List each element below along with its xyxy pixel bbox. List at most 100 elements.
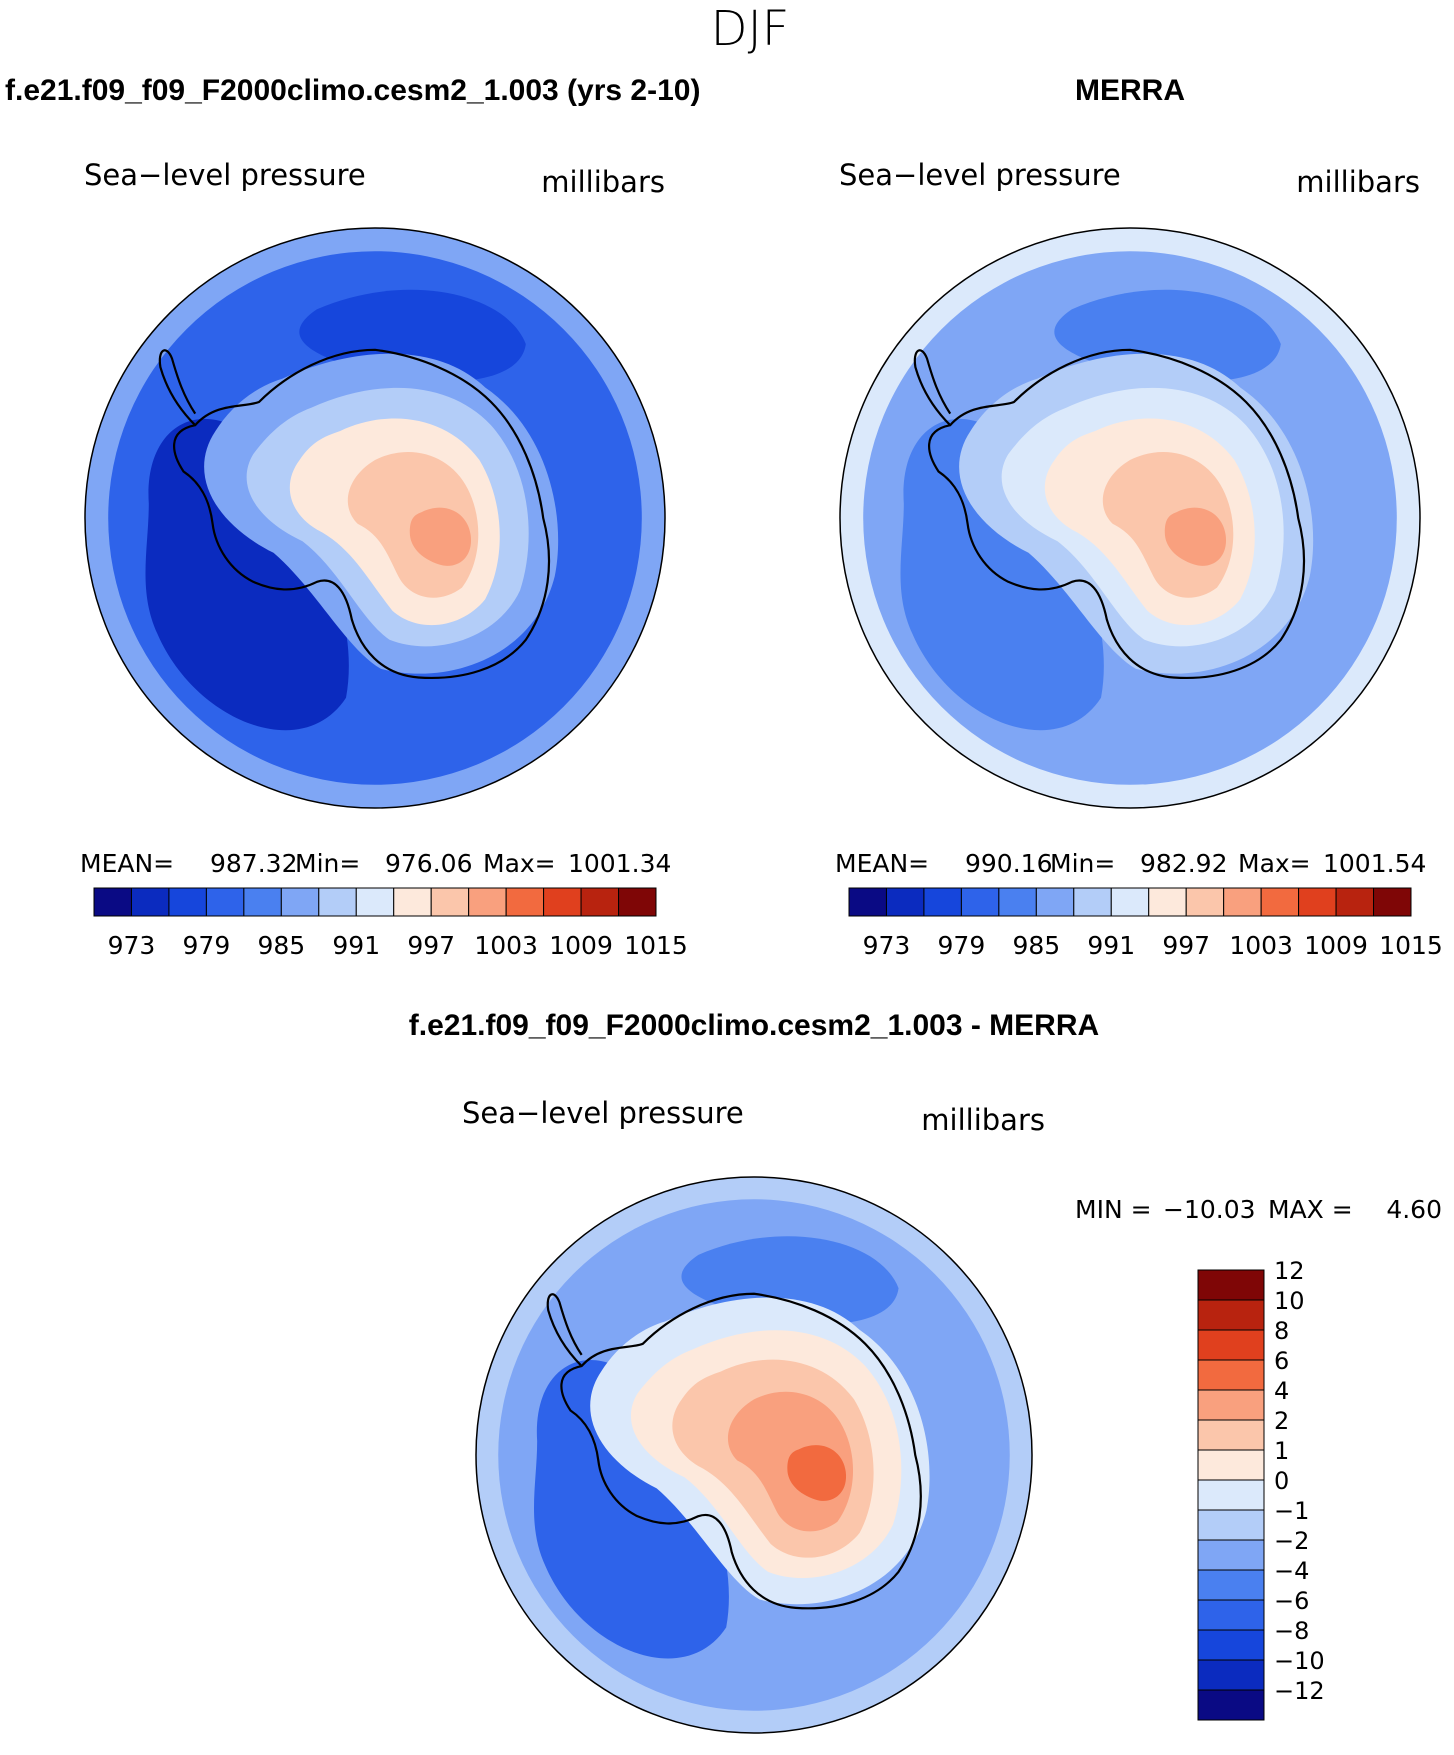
max-label: Max= <box>483 849 556 878</box>
units-label: millibars <box>541 165 665 199</box>
peninsula-coastline <box>546 1293 583 1367</box>
colorbar-swatch <box>1197 1299 1265 1331</box>
colorbar-tick-label: 12 <box>1274 1257 1305 1285</box>
colorbar-swatch <box>1035 887 1075 917</box>
units-label: millibars <box>921 1103 1045 1137</box>
colorbar-swatch <box>1197 1659 1265 1691</box>
units-label: millibars <box>1296 165 1420 199</box>
colorbar-swatch <box>355 887 395 917</box>
mean-value: 987.32 <box>210 849 297 878</box>
colorbar-tick-label: 979 <box>183 931 231 960</box>
colorbar-swatch <box>243 887 282 917</box>
colorbar-tick-label: 1003 <box>474 931 538 960</box>
contour-plateau-peak <box>1164 507 1227 566</box>
colorbar: 973 979 985 991 997 1003 1009 1015 <box>848 887 1443 960</box>
peninsula-coastline <box>913 349 952 426</box>
colorbar-swatch <box>1197 1509 1265 1541</box>
colorbar-swatch <box>318 887 357 917</box>
colorbar-swatch <box>580 887 620 917</box>
min-value: −10.03 <box>1163 1195 1256 1224</box>
colorbar-swatch <box>1335 887 1375 917</box>
contour-pacific-low <box>533 1360 729 1659</box>
map-border <box>475 1176 1033 1734</box>
colorbar-swatch <box>1197 1359 1265 1391</box>
colorbar-swatch <box>998 887 1037 917</box>
colorbar-tick-label: 1003 <box>1229 931 1293 960</box>
colorbar-swatch <box>1197 1569 1265 1601</box>
mean-label: MEAN= <box>80 849 174 878</box>
colorbar-tick-label: 1009 <box>1304 931 1368 960</box>
map-border <box>839 227 1421 809</box>
panel-merra: MERRA Sea−level pressure millibars MEAN=… <box>835 74 1443 960</box>
colorbar-swatch <box>1197 1689 1265 1721</box>
panel-title: f.e21.f09_f09_F2000climo.cesm2_1.003 - M… <box>409 1009 1099 1042</box>
min-label: Min= <box>295 849 360 878</box>
colorbar-tick-label: −6 <box>1274 1587 1309 1615</box>
colorbar-tick-label: 1015 <box>1379 931 1443 960</box>
colorbar-tick-label: −8 <box>1274 1617 1309 1645</box>
colorbar-tick-label: 0 <box>1274 1467 1289 1495</box>
colorbar-swatch <box>618 887 657 917</box>
colorbar-swatch <box>93 887 132 917</box>
colorbar-swatch <box>1197 1599 1265 1631</box>
colorbar-tick-label: 973 <box>108 931 156 960</box>
peninsula-coastline <box>158 349 197 426</box>
colorbar-tick-label: 1 <box>1274 1437 1289 1465</box>
colorbar-swatch <box>1223 887 1262 917</box>
colorbar: 973 979 985 991 997 1003 1009 1015 <box>93 887 688 960</box>
colorbar-tick-label: −1 <box>1274 1497 1309 1525</box>
panel-title: MERRA <box>1075 74 1185 107</box>
colorbar-tick-label: 2 <box>1274 1407 1289 1435</box>
colorbar-swatch <box>848 887 887 917</box>
colorbar-tick-label: 8 <box>1274 1317 1289 1345</box>
variable-label: Sea−level pressure <box>84 158 366 192</box>
colorbar-swatch <box>1197 1329 1265 1361</box>
contour-plateau-peak <box>409 507 472 566</box>
colorbar-tick-label: 991 <box>1087 931 1135 960</box>
colorbar-tick-label: 1009 <box>549 931 613 960</box>
colorbar-swatch <box>1185 887 1225 917</box>
colorbar-swatch <box>1110 887 1150 917</box>
colorbar-swatch <box>130 887 170 917</box>
min-label: Min= <box>1050 849 1115 878</box>
colorbar-swatch <box>923 887 962 917</box>
polar-map <box>475 1176 1033 1734</box>
colorbar-tick-label: 6 <box>1274 1347 1289 1375</box>
colorbar-tick-label: 997 <box>407 931 455 960</box>
max-label: MAX = <box>1268 1195 1353 1224</box>
colorbar-swatch <box>205 887 245 917</box>
colorbar-swatch <box>1073 887 1112 917</box>
antarctica-coastline <box>173 348 551 680</box>
colorbar-tick-label: −4 <box>1274 1557 1309 1585</box>
colorbar-swatch <box>393 887 432 917</box>
colorbar-swatch <box>505 887 545 917</box>
max-value: 1001.34 <box>568 849 671 878</box>
colorbar-tick-label: −10 <box>1274 1647 1325 1675</box>
contour-pacific-low <box>900 418 1104 731</box>
colorbar-swatch <box>1197 1539 1265 1571</box>
colorbar-tick-label: 991 <box>332 931 380 960</box>
colorbar-tick-label: 973 <box>863 931 911 960</box>
colorbar-swatch <box>1260 887 1300 917</box>
colorbar-tick-label: 4 <box>1274 1377 1289 1405</box>
colorbar-swatch <box>1197 1389 1265 1421</box>
colorbar-tick-label: 979 <box>938 931 986 960</box>
colorbar-swatch <box>1197 1269 1265 1301</box>
colorbar-swatch <box>543 887 582 917</box>
colorbar-swatch <box>1298 887 1337 917</box>
colorbar-swatch <box>1197 1629 1265 1661</box>
contour-pacific-low <box>145 418 349 731</box>
colorbar-swatch <box>960 887 1000 917</box>
colorbar-swatch <box>468 887 507 917</box>
max-value: 1001.54 <box>1323 849 1426 878</box>
min-value: 982.92 <box>1140 849 1227 878</box>
colorbar-tick-label: 10 <box>1274 1287 1305 1315</box>
mean-label: MEAN= <box>835 849 929 878</box>
panel-difference: f.e21.f09_f09_F2000climo.cesm2_1.003 - M… <box>409 1009 1442 1734</box>
colorbar-swatch <box>1373 887 1412 917</box>
max-value: 4.60 <box>1386 1195 1442 1224</box>
min-value: 976.06 <box>385 849 472 878</box>
colorbar-tick-label: 985 <box>1012 931 1060 960</box>
mean-value: 990.16 <box>965 849 1052 878</box>
